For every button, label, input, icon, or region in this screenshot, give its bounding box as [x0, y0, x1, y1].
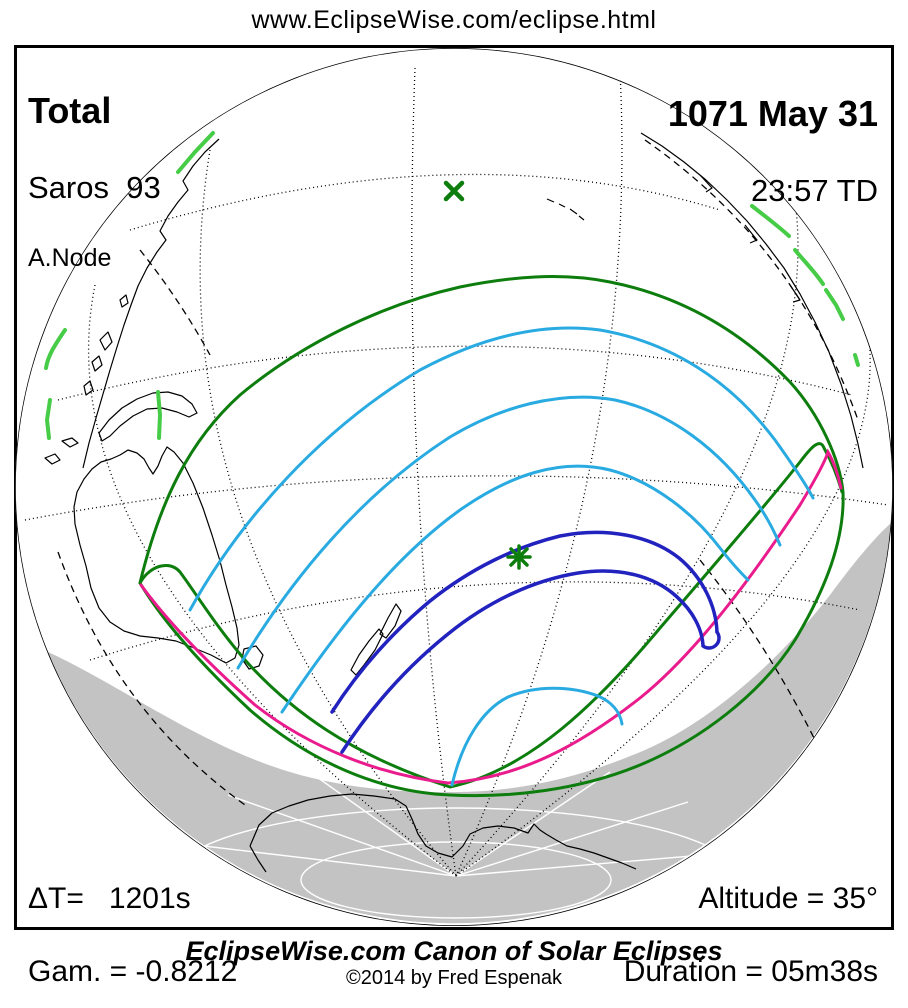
umbra-east-cap: [701, 630, 721, 650]
saros-number: Saros 93: [28, 169, 161, 205]
duration-value: Duration = 05m38s: [623, 954, 878, 988]
partial-horizon-segments: [44, 131, 860, 440]
greatest-eclipse-star-marker: [506, 544, 532, 570]
footer-title: EclipseWise.com Canon of Solar Eclipses: [185, 936, 723, 966]
coast-asia: [82, 138, 220, 469]
eclipse-date: 1071 May 31: [667, 92, 878, 134]
dashed-lines: [57, 139, 859, 806]
umbra-south-limit: [340, 569, 705, 754]
night-shading: [48, 523, 891, 924]
penumbra-limit-curves: [138, 275, 845, 798]
gamma-value: Gam. = -0.8212: [28, 954, 238, 988]
eclipse-info-top-left: Total Saros 93 A.Node: [28, 52, 161, 293]
coast-antarctica: [249, 793, 637, 870]
coast-australia: [73, 446, 240, 664]
zenith-x-marker: [443, 180, 465, 202]
node-type: A.Node: [28, 244, 112, 273]
magnitude-contours: [188, 326, 815, 787]
eclipse-time: 23:57 TD: [751, 172, 878, 208]
globe-disk: [15, 48, 893, 926]
page-url: www.EclipseWise.com/eclipse.html: [251, 6, 657, 34]
coast-new-guinea: [98, 391, 198, 442]
eclipse-info-top-right: 1071 May 31 23:57 TD: [668, 55, 878, 228]
delta-t-value: ΔT= 1201s: [28, 881, 191, 915]
umbra-path: [330, 530, 721, 754]
rise-set-curve: [139, 448, 843, 785]
eclipse-info-bottom-right: Altitude = 35° Duration = 05m38s: [624, 843, 878, 1008]
coastlines: [44, 132, 864, 873]
footer-copyright: ©2014 by Fred Espenak: [346, 967, 562, 989]
eclipse-type: Total: [28, 89, 112, 131]
coast-north-america: [640, 132, 864, 469]
altitude-value: Altitude = 35°: [698, 881, 878, 915]
penumbra-south-limit: [138, 442, 844, 789]
eclipse-info-bottom-left: ΔT= 1201s Gam. = -0.8212: [28, 843, 237, 1008]
coast-hawaii: [546, 198, 585, 221]
umbra-north-limit: [330, 530, 719, 714]
